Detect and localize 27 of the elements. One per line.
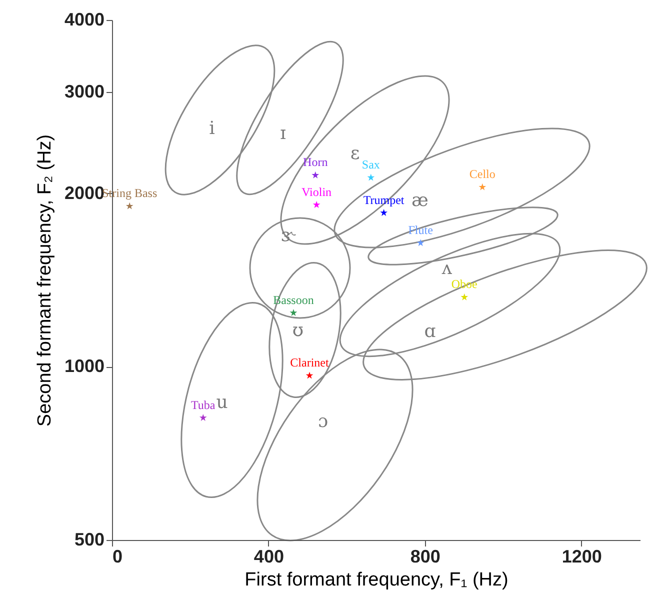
x-tick-label: 1200 [562,546,602,566]
series-label: Oboe [451,277,478,292]
series-label: Cello [469,167,496,182]
x-tick-label: 0 [112,546,123,566]
annotation: ɔ [318,411,328,432]
annotation: ʊ [292,320,304,341]
y-tick-label: 500 [74,530,104,550]
series-label: Violin [302,184,332,199]
annotation: i [209,118,216,139]
y-tick-label: 4000 [64,10,104,30]
y-tick-label: 3000 [64,81,104,102]
annotation: ʌ [440,258,453,279]
annotation: ɛ [350,143,360,164]
y-tick-label: 1000 [64,356,104,376]
y-tick-label: 2000 [64,182,104,203]
annotation: ɪ [280,123,286,144]
series-label: Trumpet [363,192,405,207]
x-tick-label: 400 [254,546,284,566]
annotation: u [216,392,228,413]
x-axis-title: First formant frequency, F₁ (Hz) [244,570,508,590]
series-label: Tuba [191,398,216,412]
series-label: Clarinet [290,356,330,370]
annotation: ɑ [424,321,436,342]
x-tick-label: 800 [410,546,440,566]
y-axis-title: Second formant frequency, F₂ (Hz) [34,134,56,427]
annotation: æ [412,190,429,211]
series-label: Sax [362,158,380,172]
